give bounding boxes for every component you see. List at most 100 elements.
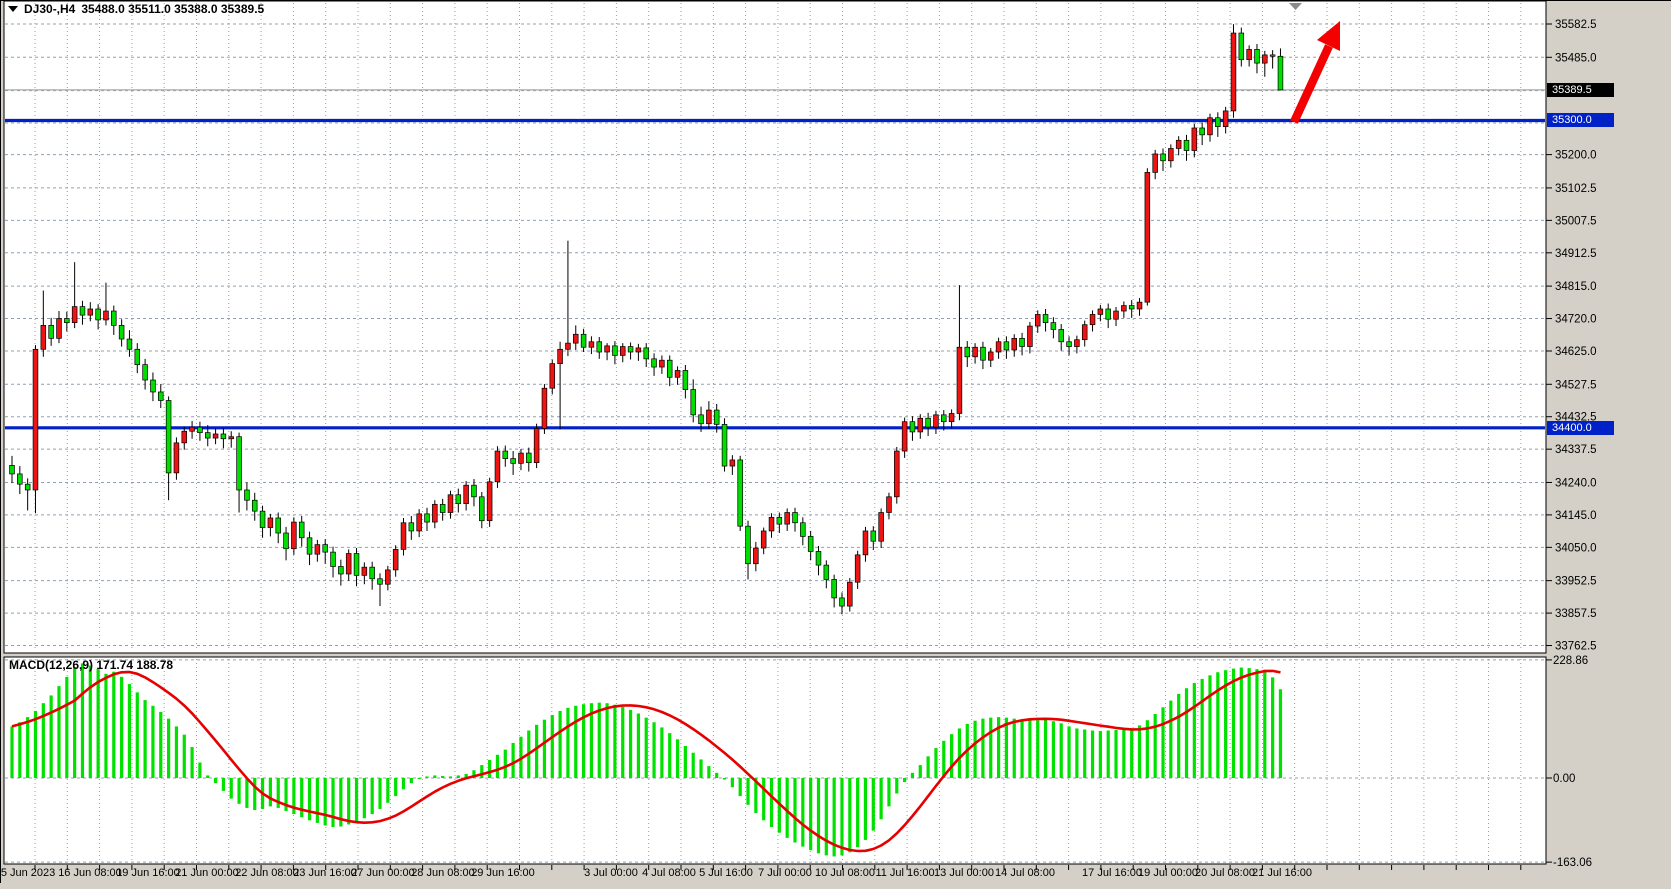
candle-body — [619, 346, 626, 356]
trend-arrow-shaft[interactable] — [1290, 44, 1333, 124]
candle-body — [64, 318, 70, 323]
candle-body — [768, 516, 775, 532]
macd-histogram-bar — [1098, 731, 1102, 778]
price-tick-label: 33952.5 — [1555, 576, 1597, 588]
candle-body — [792, 512, 798, 524]
symbol-dropdown-icon[interactable] — [8, 6, 18, 12]
macd-histogram-bar — [707, 766, 711, 778]
macd-histogram-bar — [856, 778, 860, 848]
candle-body — [9, 465, 15, 475]
window-border-top — [0, 0, 1671, 1]
macd-scale-label: 228.86 — [1553, 655, 1588, 667]
candle-body — [847, 581, 853, 607]
candle-body — [181, 430, 188, 444]
macd-histogram-bar — [1184, 688, 1189, 778]
candle-body — [111, 310, 117, 326]
candle-body — [666, 359, 673, 378]
macd-histogram-bar — [10, 726, 14, 778]
candle-body — [369, 566, 375, 580]
candle-body — [416, 513, 422, 532]
candle-body — [1058, 329, 1064, 343]
candle-body — [588, 341, 595, 348]
macd-histogram-bar — [1067, 726, 1071, 778]
macd-histogram-bar — [996, 717, 1001, 778]
candle-body — [972, 346, 978, 358]
candle-body — [651, 358, 657, 368]
candle-body — [980, 346, 986, 361]
candle-body — [236, 436, 242, 491]
macd-histogram-bar — [542, 719, 547, 778]
macd-histogram-bar — [785, 778, 789, 838]
macd-histogram-bar — [605, 703, 609, 778]
macd-histogram-bar — [206, 775, 210, 778]
macd-signal-line — [11, 669, 1281, 853]
macd-histogram-bar — [307, 778, 312, 821]
trend-arrow-head[interactable] — [1317, 21, 1340, 51]
candle-body — [784, 512, 790, 525]
macd-histogram-bar — [1255, 669, 1259, 778]
candle-body — [674, 370, 681, 378]
price-tick-label: 34815.0 — [1555, 281, 1597, 293]
candle-body — [197, 426, 203, 433]
candle-body — [205, 432, 211, 439]
macd-indicator-label: MACD(12,26,9) 171.74 188.78 — [9, 658, 174, 672]
candle-body — [494, 450, 501, 483]
candle-body — [275, 517, 281, 534]
macd-histogram-bar — [1169, 700, 1173, 778]
candle-body — [713, 409, 720, 425]
candle-body — [486, 481, 493, 522]
macd-histogram-bar — [433, 775, 437, 778]
macd-histogram-bar — [957, 728, 962, 778]
macd-histogram-bar — [190, 747, 194, 778]
macd-histogram-bar — [167, 718, 171, 778]
macd-histogram-bar — [1177, 693, 1181, 778]
macd-histogram-bar — [503, 749, 507, 778]
macd-histogram-bar — [715, 772, 719, 778]
macd-histogram-bar — [370, 778, 374, 815]
candle-body — [291, 521, 297, 550]
candle-body — [1183, 139, 1190, 151]
price-tick-label: 34720.0 — [1555, 314, 1597, 326]
candle-body — [870, 530, 877, 542]
candle-body — [604, 345, 610, 353]
macd-histogram-bar — [652, 722, 656, 778]
candle-body — [745, 525, 751, 565]
candle-body — [1152, 153, 1158, 173]
candle-body — [627, 346, 634, 353]
candle-body — [479, 496, 485, 522]
macd-histogram-bar — [315, 778, 319, 823]
candle-body — [1168, 148, 1174, 162]
macd-histogram-bar — [1224, 670, 1228, 778]
candle-body — [1191, 127, 1198, 151]
price-tick-label: 34145.0 — [1555, 510, 1597, 522]
candle-body — [909, 421, 916, 433]
candle-body — [659, 359, 665, 368]
resistance-level-badge: 35300.0 — [1547, 113, 1614, 127]
candle-body — [1144, 172, 1151, 303]
macd-histogram-bar — [488, 759, 492, 778]
macd-histogram-bar — [511, 742, 515, 778]
candle-body — [1277, 55, 1284, 91]
macd-histogram-bar — [378, 778, 382, 809]
macd-histogram-bar — [558, 710, 562, 778]
candle-body — [1042, 314, 1049, 323]
candle-body — [32, 348, 39, 491]
macd-histogram-bar — [738, 778, 742, 797]
candle-body — [392, 549, 399, 571]
candle-body — [322, 544, 328, 553]
candle-body — [338, 566, 344, 575]
macd-histogram-bar — [127, 684, 132, 778]
candle-body — [283, 532, 289, 550]
time-axis-label: 23 Jun 16:00 — [293, 867, 357, 879]
candle-body — [432, 503, 438, 523]
candle-body — [1011, 338, 1017, 351]
chart-shift-marker-icon[interactable] — [1289, 3, 1302, 10]
candle-body — [823, 564, 830, 580]
candle-body — [698, 414, 704, 425]
candle-body — [533, 428, 540, 464]
time-axis-label: 10 Jul 08:00 — [815, 867, 875, 879]
candle-body — [549, 363, 556, 389]
candle-body — [220, 433, 227, 440]
candle-body — [839, 597, 845, 607]
